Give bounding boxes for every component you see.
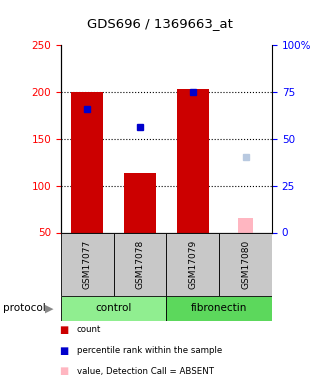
Text: ■: ■ [60,366,68,375]
Text: ▶: ▶ [45,303,54,313]
Text: count: count [77,326,101,334]
Text: GSM17080: GSM17080 [241,240,250,289]
Text: ■: ■ [60,325,68,335]
Text: control: control [95,303,132,313]
Text: fibronectin: fibronectin [191,303,247,313]
Text: percentile rank within the sample: percentile rank within the sample [77,346,222,355]
Bar [71,92,103,232]
Bar [61,232,114,296]
Bar [238,218,253,232]
Text: value, Detection Call = ABSENT: value, Detection Call = ABSENT [77,367,214,375]
Bar [166,296,272,321]
Text: GSM17078: GSM17078 [135,240,145,289]
Bar [219,232,272,296]
Text: GSM17079: GSM17079 [188,240,197,289]
Text: protocol: protocol [3,303,46,313]
Bar [114,232,166,296]
Bar [177,89,209,232]
Bar [124,173,156,232]
Text: ■: ■ [60,346,68,355]
Text: GDS696 / 1369663_at: GDS696 / 1369663_at [87,17,233,30]
Bar [61,296,166,321]
Text: GSM17077: GSM17077 [83,240,92,289]
Bar [166,232,219,296]
